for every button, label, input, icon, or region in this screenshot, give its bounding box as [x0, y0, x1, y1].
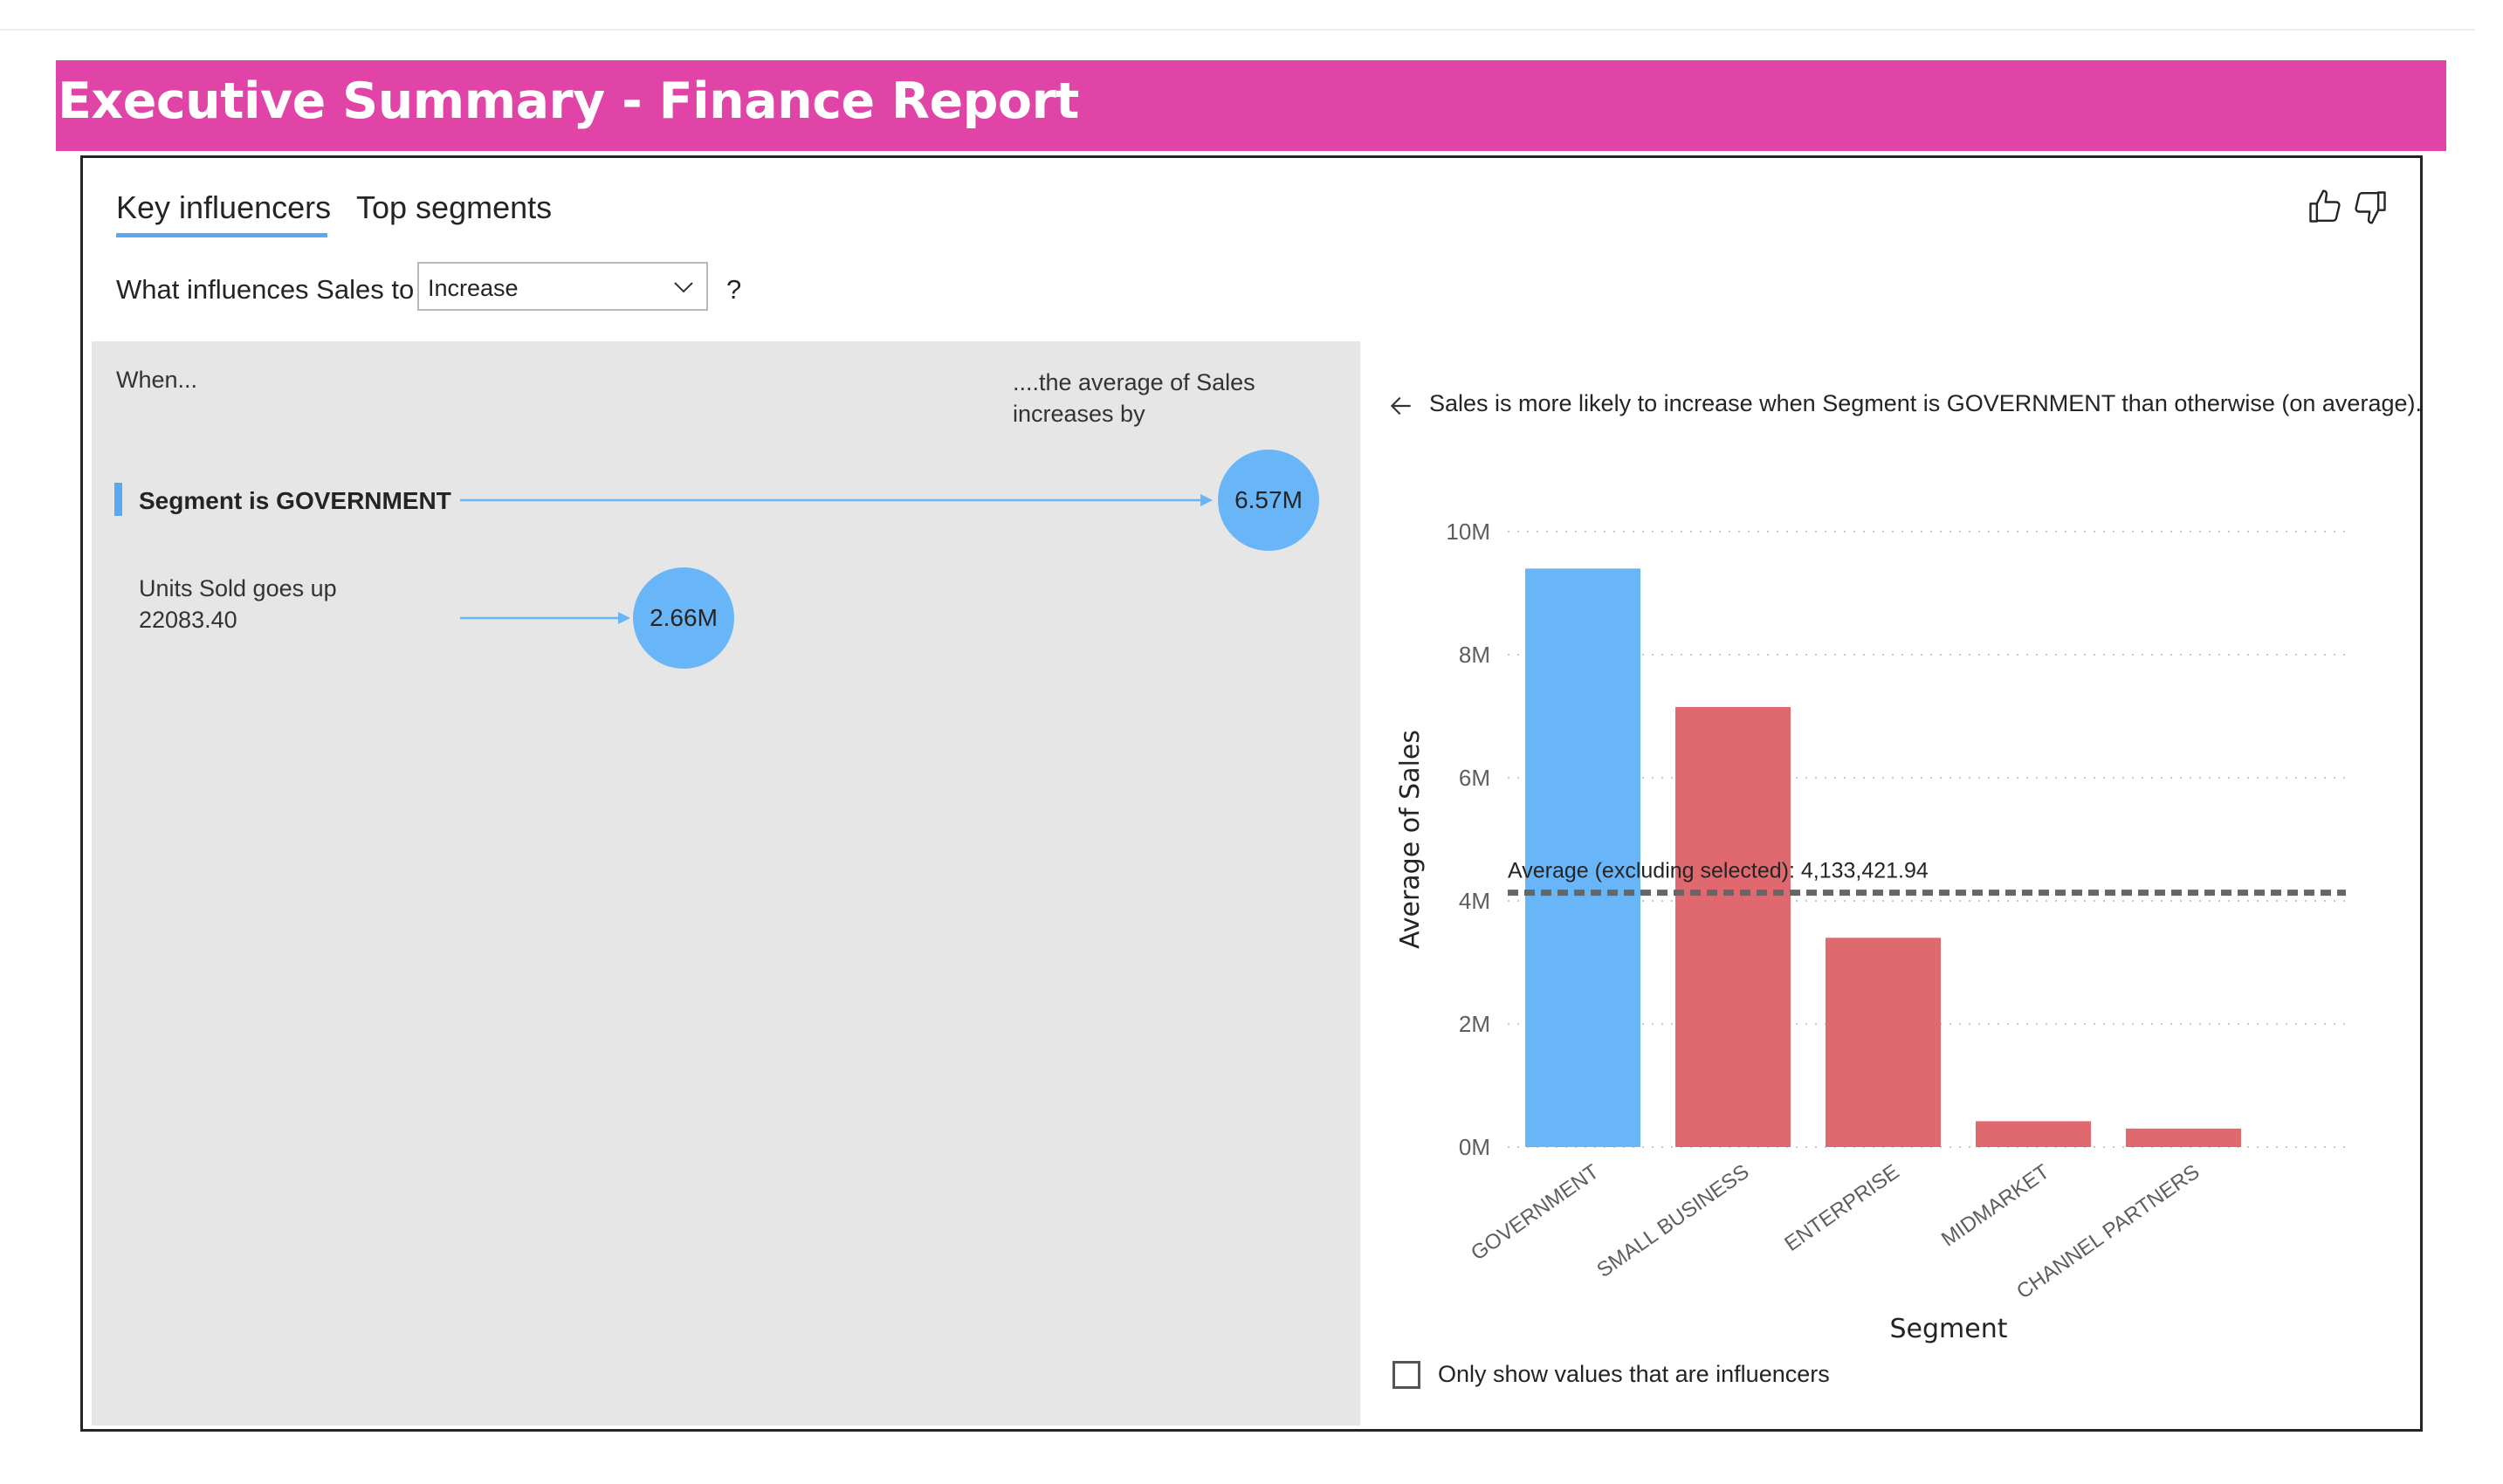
influencer-explanation: Sales is more likely to increase when Se… [1429, 390, 2422, 416]
bar-enterprise [1826, 938, 1941, 1147]
average-increase-header: ....the average of Sales increases by [1013, 369, 1255, 427]
y-tick-label: 4M [1459, 888, 1490, 914]
dropdown-value: Increase [428, 275, 519, 301]
bar-channel-partners [2126, 1128, 2241, 1147]
y-tick-label: 0M [1459, 1134, 1490, 1160]
bar-small-business [1675, 706, 1791, 1147]
influence-bubble: 6.57M [1218, 450, 1319, 551]
active-tab-indicator [116, 233, 327, 237]
x-tick-label: ENTERPRISE [1780, 1160, 1903, 1256]
y-tick-label: 6M [1459, 765, 1490, 791]
question-mark: ? [726, 274, 742, 305]
influence-arrow [460, 494, 1213, 506]
question-label: What influences Sales to [116, 274, 415, 305]
influencer-label: Segment is GOVERNMENT [139, 487, 451, 514]
x-tick-label: GOVERNMENT [1467, 1160, 1604, 1266]
thumbs-up-icon[interactable] [2306, 188, 2344, 226]
influencer-row[interactable]: Segment is GOVERNMENT 6.57M [92, 450, 1360, 560]
y-tick-label: 2M [1459, 1011, 1490, 1037]
report-title-bar: Executive Summary - Finance Report [56, 60, 2446, 151]
selected-indicator [114, 483, 122, 516]
key-influencers-visual: Key influencers Top segments What influe… [80, 155, 2423, 1432]
back-arrow-icon[interactable] [1387, 392, 1415, 420]
x-tick-label: MIDMARKET [1937, 1160, 2054, 1252]
tab-key-influencers[interactable]: Key influencers [116, 189, 332, 225]
y-tick-label: 10M [1446, 519, 1490, 545]
thumbs-down-icon[interactable] [2351, 188, 2390, 226]
detail-chart-card: Sales is more likely to increase when Se… [1368, 366, 2422, 1419]
influencer-detail-panel: Sales is more likely to increase when Se… [1358, 341, 2423, 1426]
influencers-only-checkbox[interactable] [1392, 1361, 1420, 1389]
top-divider [0, 29, 2475, 31]
direction-dropdown[interactable]: Increase [417, 262, 708, 311]
influencer-row[interactable]: Units Sold goes up 22083.40 2.66M [92, 567, 1360, 677]
influencers-list-panel: When... ....the average of Sales increas… [92, 341, 1360, 1426]
reference-line-label: Average (excluding selected): 4,133,421.… [1508, 859, 1929, 883]
bar-government [1525, 568, 1640, 1147]
bar-midmarket [1976, 1121, 2091, 1147]
x-axis-title: Segment [1890, 1314, 2008, 1344]
report-title: Executive Summary - Finance Report [58, 72, 1079, 130]
influence-bubble: 2.66M [633, 567, 734, 669]
x-tick-label: SMALL BUSINESS [1592, 1160, 1753, 1282]
tab-top-segments[interactable]: Top segments [356, 189, 553, 225]
checkbox-label: Only show values that are influencers [1438, 1361, 1830, 1387]
influence-arrow [460, 612, 630, 624]
chevron-down-icon [674, 282, 693, 293]
influencer-label: Units Sold goes up 22083.40 [139, 575, 337, 633]
y-axis-title: Average of Sales [1395, 730, 1426, 949]
y-tick-label: 8M [1459, 642, 1490, 668]
when-header: When... [116, 367, 198, 393]
